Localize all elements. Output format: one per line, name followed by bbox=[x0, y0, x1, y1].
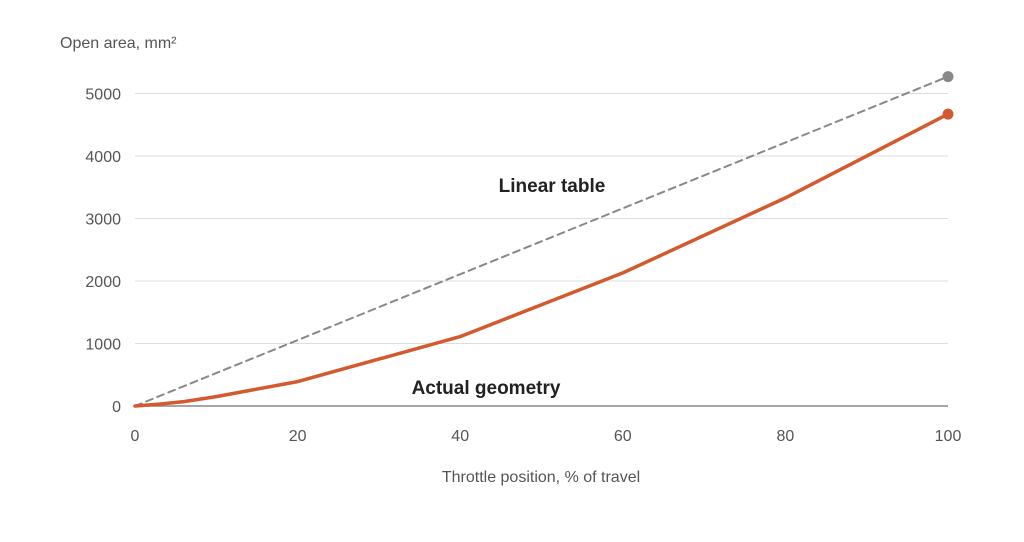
x-tick-label-40: 40 bbox=[451, 428, 469, 445]
x-tick-label-100: 100 bbox=[935, 428, 962, 445]
y-tick-label-0: 0 bbox=[112, 399, 121, 416]
y-tick-label-2000: 2000 bbox=[85, 274, 121, 291]
y-tick-label-1000: 1000 bbox=[85, 337, 121, 354]
x-axis-ticks: 0 20 40 60 80 100 bbox=[131, 428, 962, 445]
x-tick-label-80: 80 bbox=[777, 428, 795, 445]
series-group bbox=[133, 71, 954, 408]
series-label-actual-geometry: Actual geometry bbox=[412, 378, 561, 399]
series-line-linear-table bbox=[134, 75, 949, 407]
y-axis-ticks: 0 1000 2000 3000 4000 5000 bbox=[85, 87, 121, 417]
x-tick-label-20: 20 bbox=[289, 428, 307, 445]
series-label-linear-table: Linear table bbox=[499, 176, 606, 197]
y-axis-title: Open area, mm² bbox=[60, 35, 177, 52]
x-tick-label-0: 0 bbox=[131, 428, 140, 445]
x-tick-label-60: 60 bbox=[614, 428, 632, 445]
grid-lines bbox=[135, 93, 948, 344]
end-point-actual-geometry bbox=[942, 108, 954, 120]
y-tick-label-4000: 4000 bbox=[85, 149, 121, 166]
end-point-linear-table bbox=[942, 71, 954, 83]
y-tick-label-3000: 3000 bbox=[85, 212, 121, 229]
series-line-actual-geometry bbox=[133, 112, 950, 408]
x-axis-title: Throttle position, % of travel bbox=[442, 469, 640, 486]
y-tick-label-5000: 5000 bbox=[85, 87, 121, 104]
